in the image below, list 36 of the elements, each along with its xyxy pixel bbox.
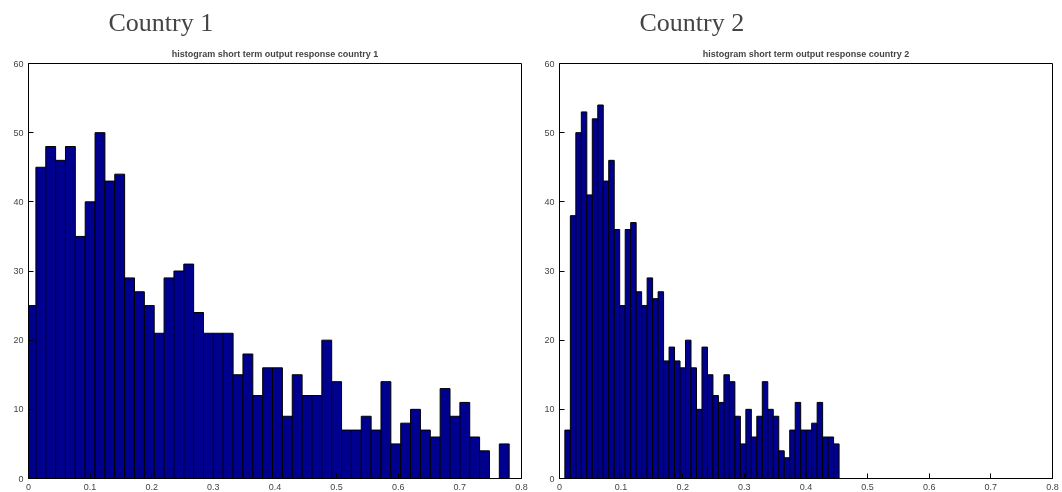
y-tick-label: 0	[549, 473, 555, 484]
x-tick-label: 0.5	[861, 481, 874, 492]
y-tick-label: 50	[544, 127, 555, 138]
y-tick-label: 30	[13, 266, 24, 276]
y-tick-label: 30	[544, 266, 555, 276]
x-tick-label: 0.8	[1046, 481, 1059, 492]
y-tick-label: 20	[13, 335, 24, 346]
y-tick-label: 20	[544, 335, 555, 346]
y-tick-label: 0	[18, 473, 24, 484]
y-tick-label: 10	[13, 404, 24, 415]
x-tick-label: 0.8	[515, 481, 528, 492]
x-tick-label: 0.3	[207, 481, 220, 492]
x-tick-label: 0.1	[83, 481, 97, 492]
x-tick-label: 0.6	[922, 481, 936, 492]
x-tick-label: 0	[557, 481, 563, 492]
x-tick-label: 0	[26, 481, 32, 492]
x-tick-label: 0.2	[145, 481, 159, 492]
y-tick-label: 60	[13, 58, 24, 69]
chart-subtitle: histogram short term output response country 2	[702, 48, 910, 59]
x-tick-label: 0.4	[268, 481, 282, 492]
x-tick-label: 0.3	[738, 481, 751, 492]
x-tick-label: 0.5	[330, 481, 343, 492]
y-tick-label: 60	[544, 58, 555, 69]
y-tick-label: 40	[544, 196, 555, 207]
y-tick-label: 50	[13, 127, 24, 138]
chart-title: Country 2	[639, 7, 745, 37]
chart-title: Country 1	[108, 7, 214, 37]
x-tick-label: 0.4	[799, 481, 813, 492]
y-tick-label: 40	[13, 196, 24, 207]
chart-subtitle: histogram short term output response country 1	[171, 48, 379, 59]
y-tick-label: 10	[544, 404, 555, 415]
x-tick-label: 0.2	[676, 481, 690, 492]
x-tick-label: 0.7	[453, 481, 467, 492]
x-tick-label: 0.7	[984, 481, 998, 492]
x-tick-label: 0.6	[391, 481, 405, 492]
x-tick-label: 0.1	[614, 481, 628, 492]
